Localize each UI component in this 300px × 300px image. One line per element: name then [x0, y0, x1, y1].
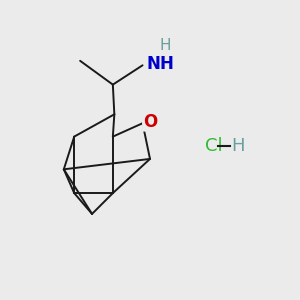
Text: N: N — [146, 55, 160, 73]
Text: Cl: Cl — [205, 136, 223, 154]
Text: H: H — [231, 136, 244, 154]
Text: H: H — [159, 38, 171, 53]
Text: H: H — [159, 55, 173, 73]
Text: O: O — [143, 113, 157, 131]
